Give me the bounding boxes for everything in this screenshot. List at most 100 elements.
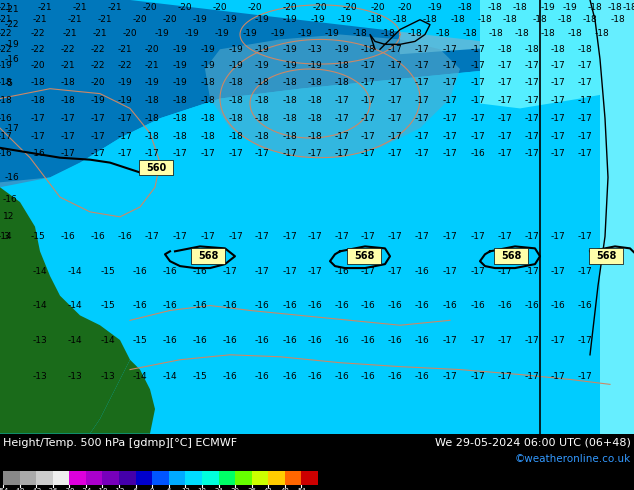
Text: -18: -18 (489, 29, 503, 38)
Text: -22: -22 (61, 45, 75, 54)
Text: -18: -18 (607, 3, 623, 12)
Text: -18: -18 (513, 3, 527, 12)
Text: -17: -17 (498, 78, 512, 87)
Text: -17: -17 (524, 131, 540, 141)
Text: -16: -16 (255, 336, 269, 344)
Text: -17: -17 (229, 149, 243, 158)
Text: 568: 568 (354, 251, 374, 261)
Text: -17: -17 (524, 232, 540, 241)
Text: -19: -19 (223, 15, 237, 24)
Text: -17: -17 (30, 131, 46, 141)
Text: -17: -17 (550, 267, 566, 275)
Text: -16: -16 (118, 232, 133, 241)
Text: 12: 12 (3, 212, 15, 221)
Text: -17: -17 (470, 267, 486, 275)
Text: -20: -20 (248, 3, 262, 12)
Text: -18: -18 (200, 78, 216, 87)
Text: -17: -17 (335, 114, 349, 123)
Text: -19: -19 (200, 45, 216, 54)
Text: -13: -13 (32, 336, 48, 344)
Text: -18: -18 (380, 29, 396, 38)
Text: -17: -17 (361, 232, 375, 241)
Text: -15: -15 (133, 336, 147, 344)
Text: -16: -16 (193, 267, 207, 275)
Text: -17: -17 (229, 232, 243, 241)
Text: -17: -17 (443, 232, 457, 241)
Text: -17: -17 (387, 45, 403, 54)
Text: -16: -16 (335, 301, 349, 310)
Text: -16: -16 (335, 336, 349, 344)
Text: -48: -48 (14, 488, 25, 490)
Text: -14: -14 (33, 267, 48, 275)
Text: -22: -22 (31, 45, 45, 54)
Text: -14: -14 (163, 372, 178, 381)
Text: 0: 0 (150, 488, 155, 490)
Text: -6: -6 (132, 488, 139, 490)
Text: -17: -17 (470, 372, 486, 381)
Text: -16: -16 (283, 336, 297, 344)
Text: -17: -17 (550, 131, 566, 141)
Text: 560: 560 (146, 163, 166, 172)
Text: -18: -18 (229, 114, 243, 123)
Text: -16: -16 (524, 301, 540, 310)
Text: -19: -19 (172, 61, 188, 70)
Text: -18: -18 (307, 78, 322, 87)
Text: -17: -17 (118, 149, 133, 158)
Text: 568: 568 (596, 251, 616, 261)
Text: 12: 12 (181, 488, 190, 490)
Text: -18: -18 (623, 3, 634, 12)
Polygon shape (90, 360, 155, 434)
Text: -18: -18 (392, 15, 408, 24)
Text: -18: -18 (172, 131, 188, 141)
Text: -20: -20 (212, 3, 228, 12)
Text: -19: -19 (311, 15, 325, 24)
Text: -18: -18 (61, 96, 75, 105)
Text: -18: -18 (229, 78, 243, 87)
FancyBboxPatch shape (589, 248, 623, 264)
Text: -20: -20 (398, 3, 412, 12)
Text: -16: -16 (307, 372, 322, 381)
Text: -15: -15 (101, 301, 115, 310)
Text: -18: -18 (0, 96, 13, 105)
Text: -18: -18 (145, 96, 159, 105)
Text: -16: -16 (387, 301, 403, 310)
Text: -16: -16 (193, 336, 207, 344)
Text: -17: -17 (443, 45, 457, 54)
Text: -16: -16 (5, 54, 20, 64)
Text: -18: -18 (255, 78, 269, 87)
Text: -17: -17 (91, 149, 105, 158)
Text: -17: -17 (5, 123, 20, 133)
Text: -16: -16 (335, 267, 349, 275)
Text: -18: -18 (515, 29, 529, 38)
Text: -18: -18 (61, 78, 75, 87)
Text: -16: -16 (415, 267, 429, 275)
FancyBboxPatch shape (139, 160, 173, 175)
Text: -18: -18 (436, 29, 450, 38)
Polygon shape (400, 0, 634, 54)
Text: -17: -17 (443, 267, 457, 275)
Text: -17: -17 (118, 131, 133, 141)
Text: -17: -17 (470, 336, 486, 344)
Bar (136, 471, 152, 485)
Text: -17: -17 (524, 149, 540, 158)
Text: -19: -19 (307, 61, 322, 70)
Text: -18: -18 (255, 114, 269, 123)
Text: -18: -18 (498, 45, 512, 54)
Text: -17: -17 (387, 96, 403, 105)
Text: -17: -17 (498, 267, 512, 275)
Text: ©weatheronline.co.uk: ©weatheronline.co.uk (515, 454, 631, 464)
Text: -18: -18 (172, 114, 188, 123)
Text: -22: -22 (118, 61, 133, 70)
Text: -17: -17 (387, 131, 403, 141)
Text: -16: -16 (223, 336, 237, 344)
Text: -18: -18 (172, 96, 188, 105)
Text: -17: -17 (578, 78, 592, 87)
Text: -17: -17 (387, 114, 403, 123)
Bar (235, 471, 252, 485)
Text: -19: -19 (172, 45, 188, 54)
Text: -19: -19 (145, 78, 159, 87)
Text: -17: -17 (578, 336, 592, 344)
Text: -16: -16 (415, 372, 429, 381)
Text: -18: -18 (611, 15, 625, 24)
Text: -16: -16 (133, 267, 147, 275)
